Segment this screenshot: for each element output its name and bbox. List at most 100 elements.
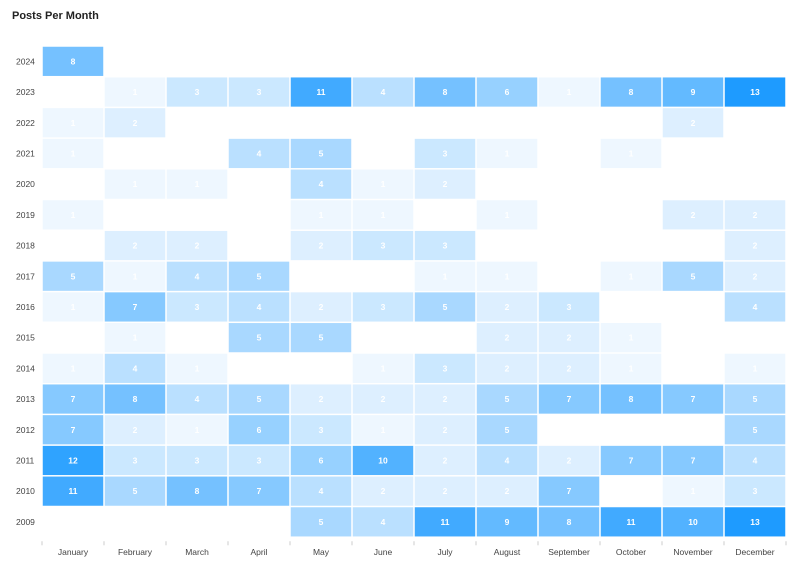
heatmap-cell[interactable] bbox=[352, 476, 414, 506]
heatmap-cell[interactable] bbox=[352, 77, 414, 107]
heatmap-cell[interactable] bbox=[724, 77, 786, 107]
heatmap-cell[interactable] bbox=[600, 77, 662, 107]
heatmap-cell[interactable] bbox=[724, 353, 786, 383]
heatmap-cell[interactable] bbox=[42, 138, 104, 169]
heatmap-cell[interactable] bbox=[600, 323, 662, 353]
heatmap-cell[interactable] bbox=[352, 507, 414, 537]
heatmap-cell[interactable] bbox=[600, 384, 662, 414]
heatmap-cell[interactable] bbox=[228, 261, 290, 291]
heatmap-cell[interactable] bbox=[352, 384, 414, 414]
heatmap-cell[interactable] bbox=[724, 445, 786, 476]
heatmap-cell[interactable] bbox=[538, 476, 600, 506]
heatmap-cell[interactable] bbox=[414, 292, 476, 322]
heatmap-cell[interactable] bbox=[662, 445, 724, 476]
heatmap-cell[interactable] bbox=[352, 415, 414, 445]
heatmap-cell[interactable] bbox=[290, 138, 352, 169]
heatmap-cell[interactable] bbox=[724, 476, 786, 506]
heatmap-cell[interactable] bbox=[662, 261, 724, 291]
heatmap-cell[interactable] bbox=[228, 445, 290, 476]
heatmap-cell[interactable] bbox=[662, 108, 724, 138]
heatmap-cell[interactable] bbox=[228, 77, 290, 107]
heatmap-cell[interactable] bbox=[42, 292, 104, 322]
heatmap-cell[interactable] bbox=[42, 476, 104, 506]
heatmap-cell[interactable] bbox=[538, 507, 600, 537]
heatmap-cell[interactable] bbox=[104, 169, 166, 199]
heatmap-cell[interactable] bbox=[166, 445, 228, 476]
heatmap-cell[interactable] bbox=[166, 476, 228, 506]
heatmap-cell[interactable] bbox=[476, 323, 538, 353]
heatmap-cell[interactable] bbox=[538, 323, 600, 353]
heatmap-cell[interactable] bbox=[476, 200, 538, 230]
heatmap-cell[interactable] bbox=[724, 230, 786, 261]
heatmap-cell[interactable] bbox=[104, 476, 166, 506]
heatmap-cell[interactable] bbox=[414, 476, 476, 506]
heatmap-cell[interactable] bbox=[414, 384, 476, 414]
heatmap-cell[interactable] bbox=[600, 445, 662, 476]
heatmap-cell[interactable] bbox=[352, 230, 414, 261]
heatmap-cell[interactable] bbox=[166, 261, 228, 291]
heatmap-cell[interactable] bbox=[414, 261, 476, 291]
heatmap-cell[interactable] bbox=[166, 353, 228, 383]
heatmap-cell[interactable] bbox=[42, 200, 104, 230]
heatmap-cell[interactable] bbox=[290, 230, 352, 261]
heatmap-cell[interactable] bbox=[42, 353, 104, 383]
heatmap-cell[interactable] bbox=[414, 353, 476, 383]
heatmap-cell[interactable] bbox=[662, 476, 724, 506]
heatmap-cell[interactable] bbox=[724, 384, 786, 414]
heatmap-cell[interactable] bbox=[290, 415, 352, 445]
heatmap-cell[interactable] bbox=[166, 384, 228, 414]
heatmap-cell[interactable] bbox=[476, 507, 538, 537]
heatmap-cell[interactable] bbox=[42, 46, 104, 76]
heatmap-cell[interactable] bbox=[414, 445, 476, 476]
heatmap-cell[interactable] bbox=[104, 261, 166, 291]
heatmap-cell[interactable] bbox=[476, 384, 538, 414]
heatmap-cell[interactable] bbox=[414, 77, 476, 107]
heatmap-cell[interactable] bbox=[662, 384, 724, 414]
heatmap-cell[interactable] bbox=[104, 77, 166, 107]
heatmap-cell[interactable] bbox=[228, 476, 290, 506]
heatmap-cell[interactable] bbox=[42, 384, 104, 414]
heatmap-cell[interactable] bbox=[476, 476, 538, 506]
heatmap-cell[interactable] bbox=[600, 353, 662, 383]
heatmap-cell[interactable] bbox=[352, 200, 414, 230]
heatmap-cell[interactable] bbox=[228, 415, 290, 445]
heatmap-cell[interactable] bbox=[42, 108, 104, 138]
heatmap-cell[interactable] bbox=[290, 169, 352, 199]
heatmap-cell[interactable] bbox=[538, 292, 600, 322]
heatmap-cell[interactable] bbox=[662, 77, 724, 107]
heatmap-cell[interactable] bbox=[104, 108, 166, 138]
heatmap-cell[interactable] bbox=[352, 169, 414, 199]
heatmap-cell[interactable] bbox=[166, 169, 228, 199]
heatmap-cell[interactable] bbox=[166, 77, 228, 107]
heatmap-cell[interactable] bbox=[600, 261, 662, 291]
heatmap-cell[interactable] bbox=[662, 507, 724, 537]
heatmap-cell[interactable] bbox=[104, 415, 166, 445]
heatmap-cell[interactable] bbox=[104, 445, 166, 476]
heatmap-cell[interactable] bbox=[228, 292, 290, 322]
heatmap-cell[interactable] bbox=[290, 77, 352, 107]
heatmap-cell[interactable] bbox=[42, 415, 104, 445]
heatmap-cell[interactable] bbox=[290, 323, 352, 353]
heatmap-cell[interactable] bbox=[724, 261, 786, 291]
heatmap-cell[interactable] bbox=[166, 230, 228, 261]
heatmap-cell[interactable] bbox=[414, 138, 476, 169]
heatmap-cell[interactable] bbox=[476, 292, 538, 322]
heatmap-cell[interactable] bbox=[352, 353, 414, 383]
heatmap-cell[interactable] bbox=[414, 230, 476, 261]
heatmap-cell[interactable] bbox=[538, 77, 600, 107]
heatmap-cell[interactable] bbox=[228, 384, 290, 414]
heatmap-cell[interactable] bbox=[476, 353, 538, 383]
heatmap-cell[interactable] bbox=[290, 200, 352, 230]
heatmap-cell[interactable] bbox=[476, 445, 538, 476]
heatmap-cell[interactable] bbox=[724, 292, 786, 322]
heatmap-cell[interactable] bbox=[538, 384, 600, 414]
heatmap-cell[interactable] bbox=[414, 415, 476, 445]
heatmap-cell[interactable] bbox=[414, 507, 476, 537]
heatmap-cell[interactable] bbox=[42, 445, 104, 476]
heatmap-cell[interactable] bbox=[228, 138, 290, 169]
heatmap-cell[interactable] bbox=[476, 77, 538, 107]
heatmap-cell[interactable] bbox=[42, 261, 104, 291]
heatmap-cell[interactable] bbox=[166, 415, 228, 445]
heatmap-cell[interactable] bbox=[104, 323, 166, 353]
heatmap-cell[interactable] bbox=[228, 323, 290, 353]
